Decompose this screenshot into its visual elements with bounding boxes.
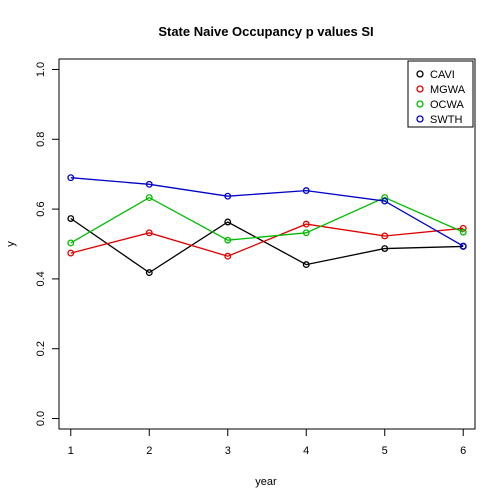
point-ocwa [302,229,310,237]
series-line-ocwa [70,196,464,244]
point-ocwa [145,194,153,202]
x-tick-label: 5 [382,445,388,457]
point-mgwa [302,220,310,228]
point-ocwa [459,228,467,236]
legend-label: SWTH [430,114,462,126]
legend-marker-mgwa [416,85,424,93]
y-axis: 0.0 0.2 0.4 0.6 0.8 1.0 [35,62,59,426]
y-axis-title: y [5,241,17,247]
point-swth [145,180,153,188]
point-ocwa [67,239,75,247]
legend-marker-ocwa [416,100,424,108]
point-swth [459,242,467,250]
y-tick-label: 0.2 [35,341,47,356]
legend-label: MGWA [430,84,466,96]
y-tick-label: 1.0 [35,62,47,77]
y-tick-label: 0.0 [35,411,47,426]
plot-frame [58,58,476,430]
point-cavi [302,261,310,269]
point-cavi [381,245,389,252]
x-tick-label: 2 [146,445,152,457]
point-cavi [145,269,153,277]
point-cavi [224,218,232,226]
series-line-mgwa [70,223,464,257]
point-mgwa [381,232,389,240]
x-axis-title: year [255,476,277,488]
legend-marker-cavi [416,70,424,78]
y-tick-label: 0.4 [35,271,47,286]
x-tick-label: 6 [460,445,466,457]
point-cavi [67,215,75,222]
chart-title: State Naive Occupancy p values SI [158,24,373,39]
point-mgwa [459,224,467,232]
x-tick-label: 4 [303,445,309,457]
legend-label: CAVI [430,69,455,81]
y-tick-label: 0.8 [35,132,47,147]
point-ocwa [381,194,389,202]
point-swth [67,174,75,182]
legend: CAVI MGWA OCWA SWTH [407,60,474,128]
point-ocwa [224,236,232,244]
legend-label: OCWA [430,99,464,111]
series-layer [67,174,467,277]
x-tick-label: 1 [68,445,74,457]
point-mgwa [224,252,232,260]
point-swth [224,192,232,200]
x-axis: 1 2 3 4 5 6 [68,429,466,457]
point-mgwa [145,229,153,237]
series-line-cavi [70,217,464,274]
point-swth [381,197,389,205]
point-mgwa [67,249,75,257]
legend-marker-swth [416,115,424,123]
series-line-swth [70,177,464,247]
x-tick-label: 3 [225,445,231,457]
y-tick-label: 0.6 [35,201,47,216]
point-swth [302,187,310,195]
